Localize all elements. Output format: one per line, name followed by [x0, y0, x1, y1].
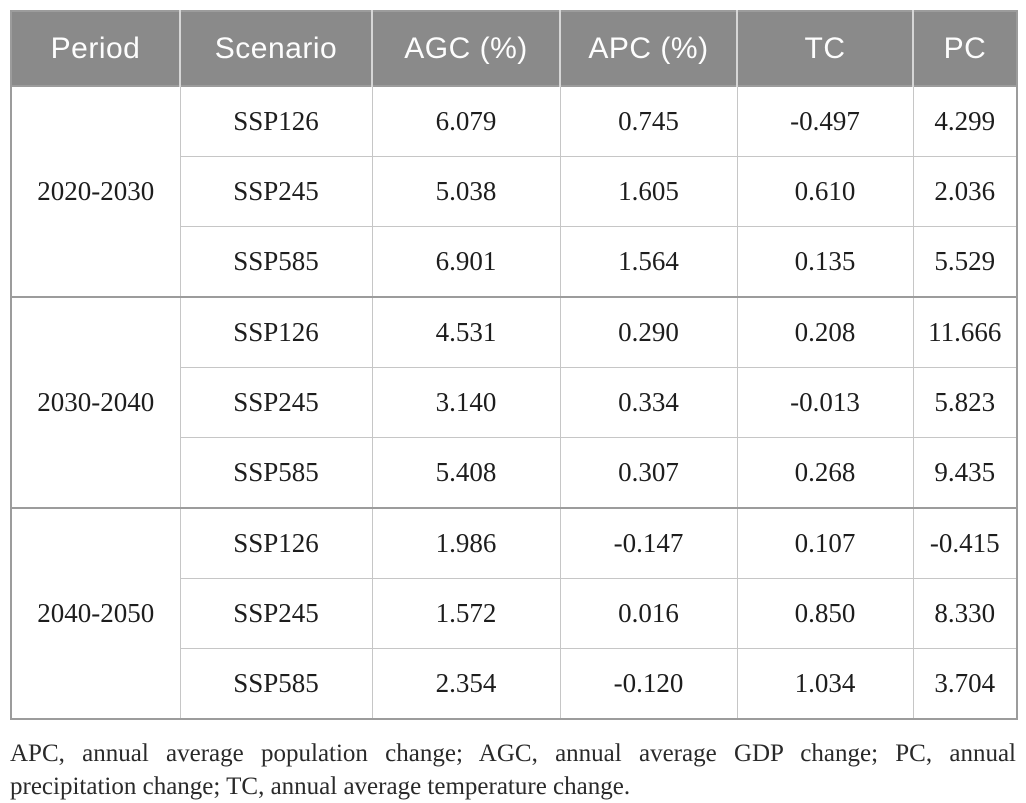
cell-agc: 5.408 — [371, 437, 561, 509]
cell-agc: 2.354 — [371, 648, 561, 720]
cell-period: 2030-2040 — [10, 296, 181, 509]
cell-agc: 6.901 — [371, 226, 561, 298]
cell-pc: 9.435 — [912, 437, 1018, 509]
table-row: SSP245 5.038 1.605 0.610 2.036 — [11, 156, 1018, 227]
cell-apc: 1.605 — [559, 156, 738, 227]
cell-agc: 3.140 — [371, 367, 561, 438]
cell-scenario: SSP245 — [179, 578, 373, 649]
table-row: 2030-2040 SSP126 4.531 0.290 0.208 11.66… — [10, 296, 1018, 509]
table-header: Period Scenario AGC (%) APC (%) TC PC — [11, 11, 1017, 87]
cell-tc: 0.135 — [736, 226, 914, 298]
cell-tc: 0.610 — [736, 156, 914, 227]
cell-agc: 1.986 — [371, 507, 561, 579]
table-body: 2020-2030 SSP126 6.079 0.745 -0.497 4.29… — [10, 85, 1018, 720]
cell-apc: -0.147 — [559, 507, 738, 579]
cell-period: 2040-2050 — [10, 507, 181, 720]
cell-period: 2020-2030 — [10, 85, 181, 298]
col-header-apc: APC (%) — [559, 11, 737, 87]
table-row: SSP585 2.354 -0.120 1.034 3.704 — [11, 648, 1018, 720]
cell-apc: -0.120 — [559, 648, 738, 720]
col-header-pc: PC — [912, 11, 1017, 87]
cell-agc: 4.531 — [371, 296, 561, 368]
cell-agc: 6.079 — [371, 85, 561, 157]
table-row: SSP585 5.408 0.307 0.268 9.435 — [11, 437, 1018, 509]
cell-scenario: SSP245 — [179, 367, 373, 438]
cell-scenario: SSP245 — [179, 156, 373, 227]
cell-agc: 1.572 — [371, 578, 561, 649]
col-header-tc: TC — [736, 11, 913, 87]
cell-scenario: SSP126 — [179, 296, 373, 368]
header-row: Period Scenario AGC (%) APC (%) TC PC — [11, 11, 1017, 87]
col-header-scenario: Scenario — [179, 11, 372, 87]
cell-apc: 0.290 — [559, 296, 738, 368]
cell-pc: 5.529 — [912, 226, 1018, 298]
cell-pc: 8.330 — [912, 578, 1018, 649]
cell-apc: 0.016 — [559, 578, 738, 649]
cell-pc: -0.415 — [912, 507, 1018, 579]
cell-apc: 0.745 — [559, 85, 738, 157]
cell-tc: -0.497 — [736, 85, 914, 157]
cell-tc: 1.034 — [736, 648, 914, 720]
cell-pc: 2.036 — [912, 156, 1018, 227]
cell-apc: 0.307 — [559, 437, 738, 509]
cell-apc: 0.334 — [559, 367, 738, 438]
cell-tc: 0.107 — [736, 507, 914, 579]
cell-scenario: SSP585 — [179, 437, 373, 509]
cell-pc: 5.823 — [912, 367, 1018, 438]
table-row: SSP245 3.140 0.334 -0.013 5.823 — [11, 367, 1018, 438]
cell-agc: 5.038 — [371, 156, 561, 227]
cell-scenario: SSP585 — [179, 226, 373, 298]
table-row: SSP245 1.572 0.016 0.850 8.330 — [11, 578, 1018, 649]
cell-tc: 0.268 — [736, 437, 914, 509]
cell-tc: 0.850 — [736, 578, 914, 649]
table-row: 2020-2030 SSP126 6.079 0.745 -0.497 4.29… — [10, 85, 1018, 298]
cell-pc: 3.704 — [912, 648, 1018, 720]
cell-scenario: SSP126 — [179, 85, 373, 157]
cell-apc: 1.564 — [559, 226, 738, 298]
table-row: 2040-2050 SSP126 1.986 -0.147 0.107 -0.4… — [10, 507, 1018, 720]
cell-tc: 0.208 — [736, 296, 914, 368]
col-header-period: Period — [11, 11, 180, 87]
cell-scenario: SSP126 — [179, 507, 373, 579]
table-row: SSP585 6.901 1.564 0.135 5.529 — [11, 226, 1018, 298]
cell-scenario: SSP585 — [179, 648, 373, 720]
cell-pc: 4.299 — [912, 85, 1018, 157]
results-table: Period Scenario AGC (%) APC (%) TC PC 20… — [10, 10, 1018, 720]
cell-tc: -0.013 — [736, 367, 914, 438]
col-header-agc: AGC (%) — [371, 11, 560, 87]
table-footnote: APC, annual average population change; A… — [10, 740, 1016, 800]
cell-pc: 11.666 — [912, 296, 1018, 368]
